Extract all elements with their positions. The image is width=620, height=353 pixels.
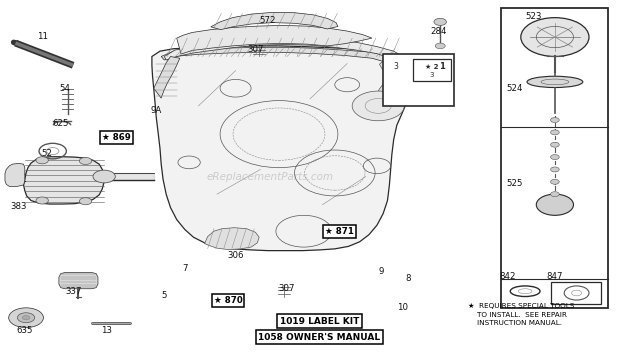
Circle shape (22, 316, 30, 320)
Circle shape (551, 192, 559, 197)
Text: eReplacementParts.com: eReplacementParts.com (206, 172, 334, 181)
Bar (501, 8, 608, 308)
Circle shape (435, 43, 445, 49)
Circle shape (79, 157, 92, 164)
Circle shape (551, 155, 559, 160)
Bar (413, 59, 451, 81)
Text: 1058 OWNER'S MANUAL: 1058 OWNER'S MANUAL (259, 333, 380, 342)
Text: 572: 572 (260, 16, 276, 25)
Text: ★ 869: ★ 869 (102, 133, 131, 142)
Text: ★ 870: ★ 870 (214, 296, 242, 305)
Polygon shape (205, 228, 259, 250)
Circle shape (536, 194, 574, 215)
Text: 54: 54 (60, 84, 71, 94)
Polygon shape (24, 157, 104, 204)
Circle shape (9, 308, 43, 328)
Text: 307: 307 (247, 45, 264, 54)
Text: 523: 523 (525, 12, 541, 22)
Text: 625: 625 (53, 119, 69, 128)
Polygon shape (154, 56, 180, 98)
Text: 5: 5 (162, 291, 167, 300)
Text: ★ 2: ★ 2 (425, 65, 439, 70)
Text: 284: 284 (431, 26, 447, 36)
Polygon shape (377, 60, 409, 99)
Polygon shape (5, 163, 25, 186)
Text: 9: 9 (379, 267, 384, 276)
Circle shape (434, 18, 446, 25)
Circle shape (551, 118, 559, 122)
Ellipse shape (527, 76, 583, 88)
Text: 3: 3 (430, 72, 435, 78)
Text: ★ 871: ★ 871 (326, 227, 354, 236)
Text: 307: 307 (278, 284, 294, 293)
Text: 8: 8 (405, 274, 410, 283)
Circle shape (79, 198, 92, 205)
Text: 11: 11 (37, 31, 48, 41)
Text: 52: 52 (41, 149, 52, 158)
Circle shape (352, 91, 404, 121)
Polygon shape (164, 37, 402, 60)
Text: 3: 3 (393, 62, 398, 71)
Text: 842: 842 (499, 271, 515, 281)
Text: 524: 524 (507, 84, 523, 94)
Text: 9A: 9A (151, 106, 162, 115)
Bar (551, 282, 601, 304)
Polygon shape (59, 273, 98, 289)
Circle shape (36, 157, 48, 164)
Text: ★  REQUIRES SPECIAL TOOLS
    TO INSTALL.  SEE REPAIR
    INSTRUCTION MANUAL.: ★ REQUIRES SPECIAL TOOLS TO INSTALL. SEE… (468, 303, 575, 327)
Circle shape (521, 18, 589, 56)
Text: 635: 635 (17, 325, 33, 335)
Circle shape (551, 142, 559, 147)
Polygon shape (177, 25, 372, 54)
Polygon shape (161, 47, 400, 64)
Circle shape (17, 313, 35, 323)
Text: 10: 10 (397, 303, 409, 312)
Bar (383, 54, 454, 106)
Text: 1: 1 (439, 62, 445, 71)
Circle shape (551, 179, 559, 184)
Text: 383: 383 (11, 202, 27, 211)
Circle shape (93, 170, 115, 183)
Text: 1019 LABEL KIT: 1019 LABEL KIT (280, 317, 359, 326)
Text: 337: 337 (65, 287, 81, 296)
Polygon shape (152, 46, 412, 251)
Text: 13: 13 (101, 325, 112, 335)
Text: 7: 7 (182, 264, 187, 274)
Circle shape (551, 130, 559, 135)
Circle shape (551, 167, 559, 172)
Polygon shape (211, 12, 338, 30)
Circle shape (36, 197, 48, 204)
Text: 525: 525 (507, 179, 523, 188)
Text: 306: 306 (228, 251, 244, 261)
Text: 847: 847 (546, 271, 562, 281)
